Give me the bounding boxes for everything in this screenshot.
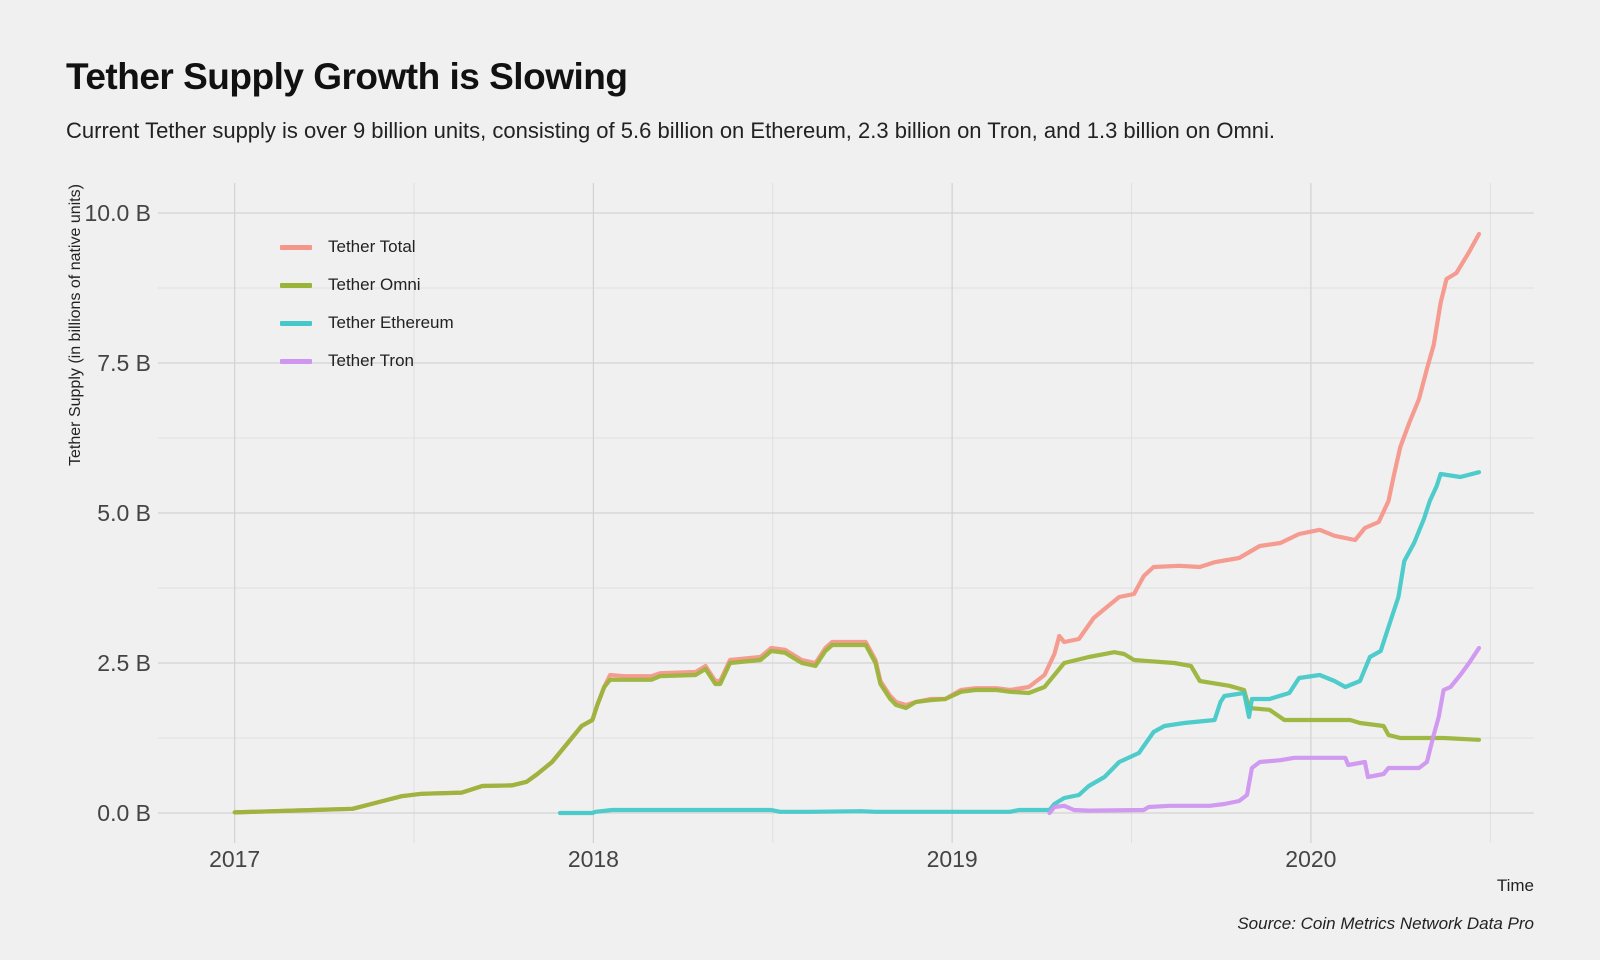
- y-axis-label: Tether Supply (in billions of native uni…: [67, 184, 84, 466]
- series-lines: [232, 231, 1482, 816]
- chart-subtitle: Current Tether supply is over 9 billion …: [66, 118, 1276, 143]
- legend-label-tron: Tether Tron: [328, 351, 414, 370]
- x-tick-label: 2020: [1285, 846, 1336, 872]
- legend-swatch-ethereum: [280, 320, 312, 326]
- y-tick-label: 0.0 B: [97, 800, 151, 826]
- major-gridlines: [158, 183, 1534, 843]
- x-tick-label: 2017: [209, 846, 260, 872]
- series-line-tether-ethereum: [557, 470, 1482, 816]
- legend-item-ethereum: Tether Ethereum: [280, 304, 454, 342]
- legend-swatch-total: [280, 244, 312, 250]
- y-tick-label: 5.0 B: [97, 500, 151, 526]
- x-axis-label: Time: [1496, 876, 1534, 895]
- series-line-tether-tron: [1047, 645, 1482, 816]
- legend-label-ethereum: Tether Ethereum: [328, 313, 454, 332]
- y-tick-labels: 0.0 B 2.5 B 5.0 B 7.5 B 10.0 B: [85, 200, 152, 826]
- legend-label-omni: Tether Omni: [328, 275, 421, 294]
- legend-label-total: Tether Total: [328, 237, 416, 256]
- x-tick-labels: 2017 2018 2019 2020: [209, 846, 1336, 872]
- legend-item-tron: Tether Tron: [280, 342, 454, 380]
- legend: Tether Total Tether Omni Tether Ethereum…: [280, 228, 454, 380]
- x-tick-label: 2018: [568, 846, 619, 872]
- legend-item-omni: Tether Omni: [280, 266, 454, 304]
- chart-title: Tether Supply Growth is Slowing: [66, 56, 628, 97]
- x-tick-label: 2019: [927, 846, 978, 872]
- legend-swatch-omni: [280, 282, 312, 288]
- source-note: Source: Coin Metrics Network Data Pro: [1237, 914, 1534, 933]
- series-line-tether-omni: [232, 642, 1482, 815]
- legend-swatch-tron: [280, 358, 312, 364]
- legend-item-total: Tether Total: [280, 228, 454, 266]
- y-tick-label: 10.0 B: [85, 200, 152, 226]
- y-tick-label: 7.5 B: [97, 350, 151, 376]
- y-tick-label: 2.5 B: [97, 650, 151, 676]
